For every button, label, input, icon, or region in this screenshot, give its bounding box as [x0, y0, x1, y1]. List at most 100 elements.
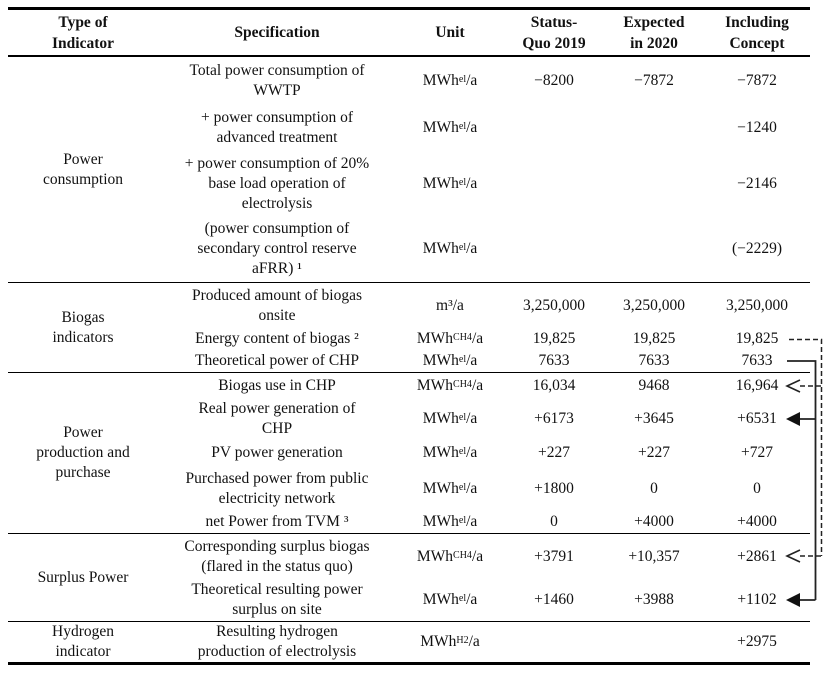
section-rows: Resulting hydrogen production of electro… — [158, 622, 810, 662]
value-expected-2020: 7633 — [638, 352, 670, 369]
row-unit: MWh el/a — [396, 589, 504, 611]
value-expected-2020: +4000 — [634, 513, 674, 530]
unit-suffix: /a — [466, 513, 478, 530]
row-unit: MWh CH4/a — [396, 546, 504, 568]
table-row: + power consumption of advanced treatmen… — [158, 104, 810, 151]
value-including-concept: 3,250,000 — [726, 296, 788, 314]
table-row: Purchased power from public electricity … — [158, 466, 810, 511]
table-row: + power consumption of 20% base load ope… — [158, 151, 810, 216]
value-expected-2020: +10,357 — [628, 547, 680, 565]
row-unit: MWh H2/a — [396, 631, 504, 653]
unit-base: MWh — [422, 71, 459, 89]
row-unit: MWh el/a — [396, 511, 504, 533]
table-row: Biogas use in CHP MWh CH4/a 16,034 9468 1… — [158, 373, 810, 399]
row-unit: m³/a — [396, 296, 504, 316]
row-unit: MWh el/a — [396, 117, 504, 139]
row-specification: Corresponding surplus biogas (flared in … — [184, 537, 370, 575]
unit-base: MWh — [422, 513, 459, 530]
table-row: Theoretical power of CHP MWh el/a 7633 76… — [158, 350, 810, 372]
table-row: PV power generation MWh el/a +227 +227 +7… — [158, 439, 810, 466]
row-specification: PV power generation — [211, 443, 343, 461]
unit-subscript: CH4 — [453, 332, 472, 343]
table-section: Power production and purchase Biogas use… — [8, 372, 810, 533]
unit-base: MWh — [416, 547, 454, 565]
unit-subscript: CH4 — [453, 549, 472, 561]
unit-subscript: el — [458, 445, 467, 457]
value-status-quo-2019: 0 — [550, 513, 558, 530]
row-unit: MWh el/a — [396, 478, 504, 500]
row-specification: Theoretical power of CHP — [195, 352, 359, 369]
table-row: net Power from TVM ³ MWh el/a 0 +4000 +40… — [158, 511, 810, 533]
value-including-concept: +1102 — [737, 591, 777, 608]
unit-base: MWh — [416, 330, 454, 347]
value-including-concept: 7633 — [741, 352, 773, 369]
unit-subscript: el — [458, 354, 467, 365]
table-section: Hydrogen indicator Resulting hydrogen pr… — [8, 621, 810, 662]
value-status-quo-2019: +6173 — [534, 410, 574, 427]
value-including-concept: 0 — [753, 479, 761, 497]
row-specification: Purchased power from public electricity … — [185, 469, 369, 507]
section-label: Power production and purchase — [36, 424, 130, 481]
table-row: Corresponding surplus biogas (flared in … — [158, 534, 810, 579]
value-including-concept: (−2229) — [731, 240, 783, 257]
value-including-concept: +2975 — [737, 633, 777, 650]
row-unit: MWh el/a — [396, 70, 504, 92]
row-specification: Total power consumption of WWTP — [189, 61, 365, 99]
value-status-quo-2019: +1800 — [534, 479, 574, 497]
unit-base: MWh — [422, 479, 459, 497]
row-specification: Energy content of biogas ² — [195, 330, 359, 347]
col-header-including-concept: Including Concept — [725, 13, 789, 52]
table-row: Produced amount of biogas onsite m³/a 3,… — [158, 283, 810, 328]
table-row: Theoretical resulting power surplus on s… — [158, 579, 810, 621]
table-row: Energy content of biogas ² MWh CH4/a 19,8… — [158, 328, 810, 350]
unit-subscript: el — [458, 515, 467, 526]
unit-base: MWh — [416, 377, 454, 394]
unit-suffix: /a — [466, 71, 478, 89]
row-specification: (power consumption of secondary control … — [197, 220, 357, 277]
section-label: Hydrogen indicator — [52, 623, 114, 660]
unit-subscript: el — [458, 176, 467, 188]
value-including-concept: 16,964 — [735, 377, 779, 394]
table-section: Surplus Power Corresponding surplus biog… — [8, 533, 810, 621]
col-header-status-quo-2019: Status- Quo 2019 — [522, 13, 586, 52]
unit-base: MWh — [422, 410, 459, 427]
value-status-quo-2019: +227 — [538, 443, 570, 461]
value-including-concept: +2861 — [737, 547, 777, 565]
value-status-quo-2019: +3791 — [534, 547, 574, 565]
table-header: Type of Indicator Specification Unit Sta… — [8, 10, 810, 57]
value-status-quo-2019: +1460 — [534, 591, 574, 608]
value-expected-2020: 19,825 — [632, 330, 676, 347]
col-header-specification: Specification — [234, 24, 320, 41]
row-specification: net Power from TVM ³ — [205, 513, 349, 530]
col-header-expected-2020: Expected in 2020 — [623, 13, 685, 52]
value-status-quo-2019: 3,250,000 — [523, 296, 585, 314]
unit-suffix: /a — [466, 352, 478, 369]
col-header-unit: Unit — [435, 24, 465, 41]
row-unit: MWh el/a — [396, 173, 504, 195]
unit-subscript: CH4 — [453, 379, 472, 390]
table-row: Resulting hydrogen production of electro… — [158, 622, 810, 662]
unit-subscript: el — [458, 481, 467, 493]
row-specification: Theoretical resulting power surplus on s… — [191, 581, 363, 618]
row-unit: MWh CH4/a — [396, 328, 504, 350]
value-status-quo-2019: 16,034 — [532, 377, 576, 394]
row-unit: MWh CH4/a — [396, 375, 504, 397]
row-specification: Resulting hydrogen production of electro… — [197, 623, 357, 660]
unit-suffix: /a — [466, 174, 478, 192]
section-label: Power consumption — [42, 150, 124, 188]
value-including-concept: −7872 — [737, 71, 777, 89]
unit-subscript: el — [458, 412, 467, 423]
row-specification: Produced amount of biogas onsite — [191, 286, 363, 324]
section-rows: Total power consumption of WWTP MWh el/a … — [158, 57, 810, 282]
row-specification: Real power generation of CHP — [198, 400, 356, 437]
value-status-quo-2019: 19,825 — [532, 330, 576, 347]
value-expected-2020: +3645 — [634, 410, 674, 427]
unit-base: m³/a — [436, 296, 464, 314]
table-row: Real power generation of CHP MWh el/a +61… — [158, 399, 810, 439]
unit-suffix: /a — [466, 591, 478, 608]
unit-subscript: H2 — [456, 635, 469, 646]
unit-base: MWh — [422, 591, 459, 608]
value-status-quo-2019: −8200 — [534, 71, 574, 89]
unit-base: MWh — [422, 118, 459, 136]
